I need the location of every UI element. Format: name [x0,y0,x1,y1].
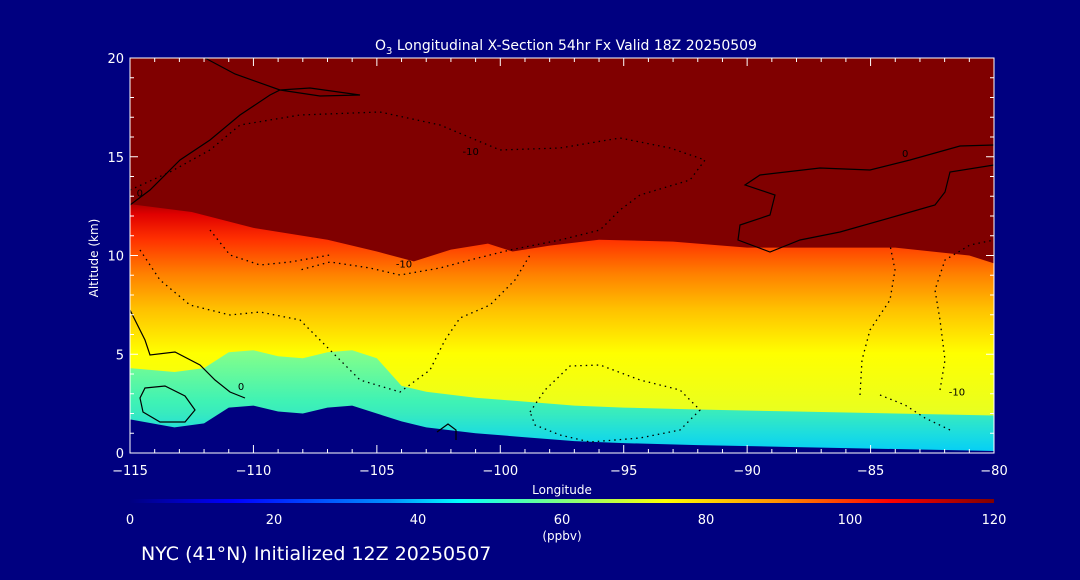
contour-label: -10 [462,147,478,158]
contour-label: 0 [902,149,908,160]
x-tick-label: −105 [359,464,395,479]
contour-zero-upper-right [737,144,994,253]
y-axis: 0 5 10 15 20 [107,52,994,462]
y-tick-label: 5 [116,348,124,363]
x-tick-label: −90 [733,464,760,479]
colorbar-tick-label: 80 [698,513,715,528]
colorbar [130,499,994,503]
contour-label: 0 [137,188,143,199]
contour-neg10-mid-left [139,249,531,393]
init-footer: NYC (41°N) Initialized 12Z 20250507 [141,543,492,565]
contour-neg10-lower-right [879,394,951,431]
colorbar-tick-label: 100 [838,513,863,528]
contour-label: -10 [949,388,965,399]
colorbar-tick-label: 120 [982,513,1007,528]
colorbar-unit: (ppbv) [542,529,581,543]
contour-zero-upper-left [130,58,361,206]
contour-zero-loop [139,385,196,423]
contour-labels: 0 -10 0 -10 0 -10 [137,147,965,399]
contour-zero-small [436,423,457,440]
contour-lines [130,58,994,440]
x-tick-label: −100 [482,464,518,479]
x-axis: −115 −110 −105 −100 −95 −90 −85 −80 [112,58,1008,479]
chart-title: O3 Longitudinal X-Section 54hr Fx Valid … [375,38,757,57]
dotted-contours [130,111,994,443]
contour-label: -10 [396,259,412,270]
contour-zero-lower-left [130,309,246,399]
colorbar-tick-label: 40 [410,513,427,528]
x-tick-label: −95 [610,464,637,479]
y-tick-label: 20 [107,52,124,67]
y-tick-label: 10 [107,250,124,265]
x-tick-label: −80 [980,464,1007,479]
contour-label: 0 [238,382,244,393]
plot-area: 0 -10 0 -10 0 -10 [130,58,994,453]
y-axis-label: Altitude (km) [87,219,101,298]
contour-neg10-lower [529,364,701,443]
x-axis-label: Longitude [532,483,592,497]
x-tick-label: −115 [112,464,148,479]
terrain-mask [130,405,994,453]
x-tick-label: −110 [236,464,272,479]
colorbar-tick-label: 0 [126,513,134,528]
contour-neg10-upper [130,111,707,276]
y-tick-label: 0 [116,447,124,462]
x-tick-label: −85 [857,464,884,479]
colorbar-ticks: 0 20 40 60 80 100 120 [126,513,1007,528]
colorbar-tick-label: 60 [554,513,571,528]
y-tick-label: 15 [107,151,124,166]
colorbar-tick-label: 20 [266,513,283,528]
